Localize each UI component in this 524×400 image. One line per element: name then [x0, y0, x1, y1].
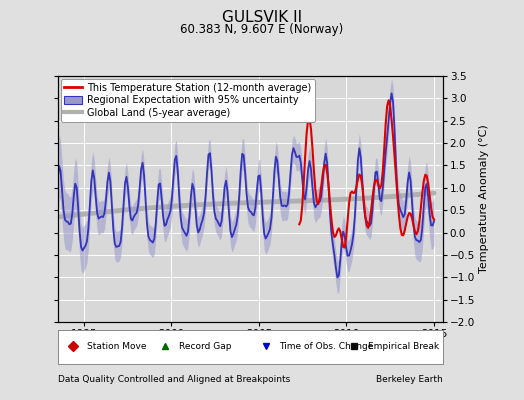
Text: Station Move: Station Move: [86, 342, 146, 351]
Text: Berkeley Earth: Berkeley Earth: [376, 375, 443, 384]
Legend: This Temperature Station (12-month average), Regional Expectation with 95% uncer: This Temperature Station (12-month avera…: [61, 79, 315, 122]
Text: Empirical Break: Empirical Break: [368, 342, 439, 351]
Text: GULSVIK II: GULSVIK II: [222, 10, 302, 25]
Y-axis label: Temperature Anomaly (°C): Temperature Anomaly (°C): [479, 125, 489, 273]
Text: 60.383 N, 9.607 E (Norway): 60.383 N, 9.607 E (Norway): [180, 23, 344, 36]
Text: Record Gap: Record Gap: [179, 342, 232, 351]
Text: Time of Obs. Change: Time of Obs. Change: [279, 342, 374, 351]
Text: Data Quality Controlled and Aligned at Breakpoints: Data Quality Controlled and Aligned at B…: [58, 375, 290, 384]
